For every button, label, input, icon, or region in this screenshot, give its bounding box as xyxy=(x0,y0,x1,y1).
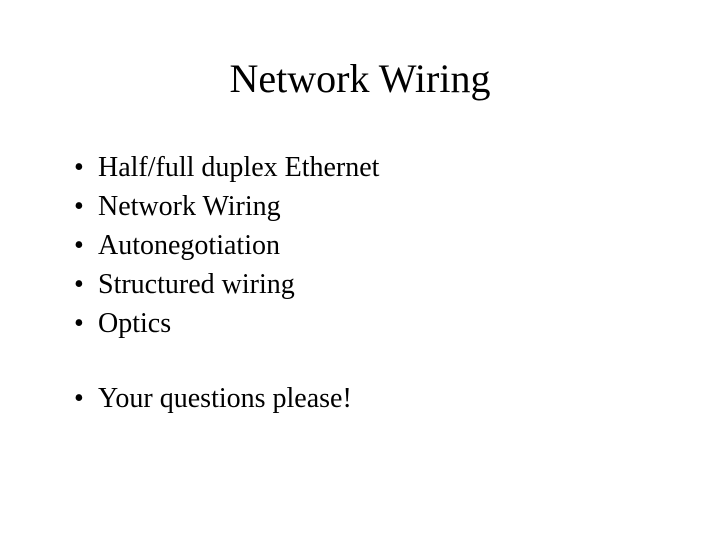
bullet-text: Autonegotiation xyxy=(98,228,280,263)
bullet-text: Structured wiring xyxy=(98,267,295,302)
list-item: • Autonegotiation xyxy=(70,228,650,263)
spacer xyxy=(70,345,650,381)
list-item: • Optics xyxy=(70,306,650,341)
list-item: • Half/full duplex Ethernet xyxy=(70,150,650,185)
bullet-icon: • xyxy=(70,267,98,302)
bullet-icon: • xyxy=(70,306,98,341)
slide-title: Network Wiring xyxy=(70,55,650,102)
bullet-icon: • xyxy=(70,381,98,416)
bullet-text: Network Wiring xyxy=(98,189,281,224)
bullet-text: Half/full duplex Ethernet xyxy=(98,150,379,185)
bullet-icon: • xyxy=(70,228,98,263)
bullet-icon: • xyxy=(70,189,98,224)
bullet-list-main: • Half/full duplex Ethernet • Network Wi… xyxy=(70,150,650,341)
bullet-text: Your questions please! xyxy=(98,381,352,416)
bullet-list-footer: • Your questions please! xyxy=(70,381,650,416)
list-item: • Structured wiring xyxy=(70,267,650,302)
list-item: • Network Wiring xyxy=(70,189,650,224)
bullet-icon: • xyxy=(70,150,98,185)
bullet-text: Optics xyxy=(98,306,171,341)
list-item: • Your questions please! xyxy=(70,381,650,416)
